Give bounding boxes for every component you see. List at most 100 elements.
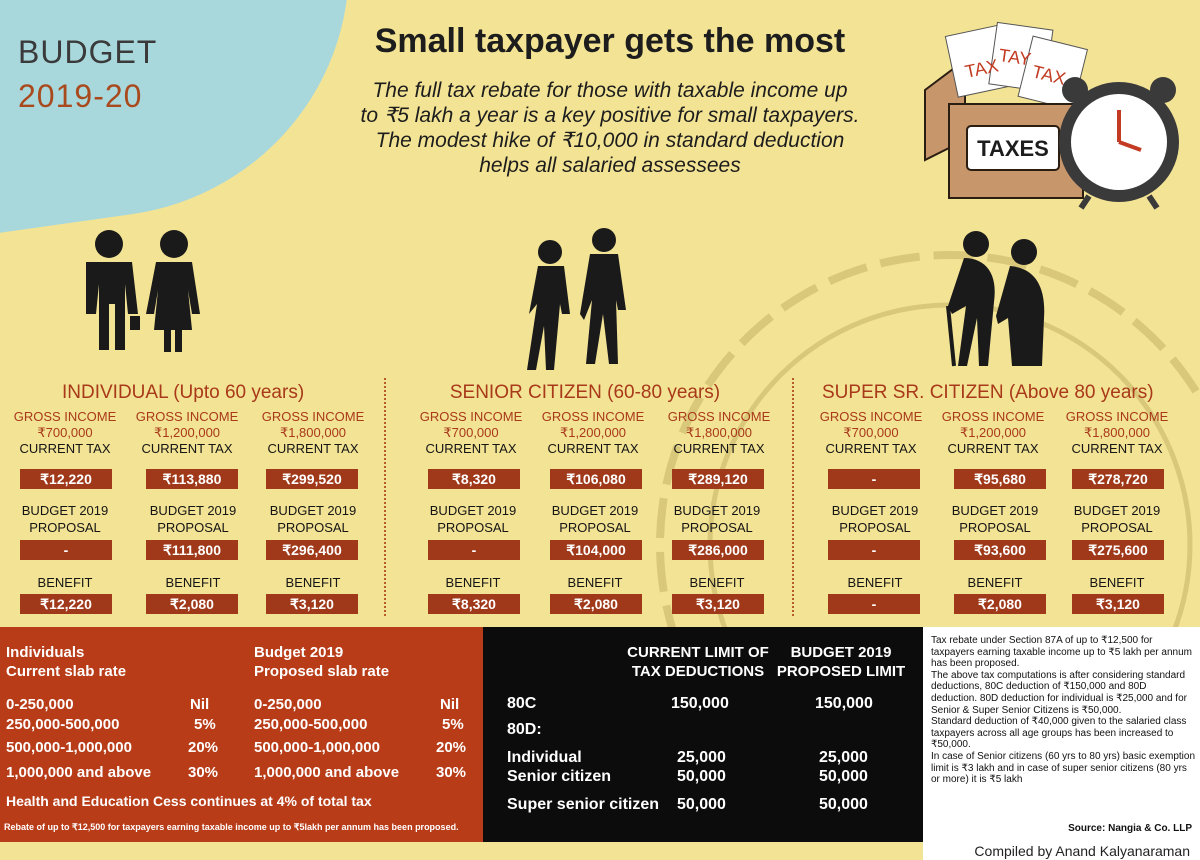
- proposal-label-line: BUDGET 2019: [149, 503, 237, 518]
- proposal-label-line: PROPOSAL: [681, 520, 753, 535]
- benefit-value: ₹3,120: [266, 594, 358, 614]
- current-slab-header: Individuals Current slab rate: [6, 643, 126, 681]
- slab-range: 500,000-1,000,000: [6, 739, 132, 756]
- proposal-label-line: PROPOSAL: [959, 520, 1031, 535]
- gross-income-value: ₹1,200,000: [153, 425, 221, 440]
- slab-header-line: Current slab rate: [6, 663, 127, 680]
- working-couple-icon: [86, 230, 200, 352]
- slab-range: 250,000-500,000: [254, 716, 368, 733]
- slab-range: 1,000,000 and above: [6, 764, 152, 781]
- subhead-line: to ₹5 lakh a year is a key positive for …: [360, 104, 860, 127]
- deduction-label: 80D:: [507, 721, 542, 738]
- compiled-by-credit: Compiled by Anand Kalyanaraman: [974, 843, 1190, 859]
- gross-income-value: ₹1,800,000: [279, 425, 347, 440]
- proposal-label: BUDGET 2019 PROPOSAL: [414, 502, 532, 536]
- gross-income-label: GROSS INCOME: [1065, 409, 1169, 424]
- current-tax-label: CURRENT TAX: [141, 441, 233, 456]
- current-tax-label: CURRENT TAX: [267, 441, 359, 456]
- income-column: GROSS INCOME ₹700,000 CURRENT TAX: [812, 409, 930, 457]
- gross-income-value: ₹700,000: [443, 425, 499, 440]
- budget-year: 2019-20: [18, 78, 143, 114]
- proposal-label-line: PROPOSAL: [437, 520, 509, 535]
- slab-rate-panel: Individuals Current slab rate Budget 201…: [0, 627, 483, 842]
- deduction-label: Super senior citizen: [507, 796, 660, 813]
- deductions-panel: CURRENT LIMIT OF TAX DEDUCTIONS BUDGET 2…: [483, 627, 923, 842]
- deduction-current: 50,000: [677, 796, 726, 813]
- slab-header-line: Budget 2019: [254, 644, 344, 661]
- source-credit: Source: Nangia & Co. LLP: [1068, 823, 1192, 834]
- benefit-label: BENEFIT: [285, 575, 341, 590]
- income-column: GROSS INCOME ₹1,200,000 CURRENT TAX: [128, 409, 246, 457]
- benefit-value: ₹2,080: [550, 594, 642, 614]
- proposal-value: -: [20, 540, 112, 560]
- proposal-label: BUDGET 2019 PROPOSAL: [6, 502, 124, 536]
- group-title-individual: INDIVIDUAL (Upto 60 years): [62, 382, 305, 403]
- income-column: GROSS INCOME ₹700,000 CURRENT TAX: [412, 409, 530, 457]
- proposal-label-line: PROPOSAL: [839, 520, 911, 535]
- cess-note: Health and Education Cess continues at 4…: [6, 793, 372, 809]
- slab-rate: Nil: [440, 696, 460, 713]
- note-paragraph: Tax rebate under Section 87A of up to ₹1…: [931, 635, 1192, 670]
- benefit-label: BENEFIT: [847, 575, 903, 590]
- current-tax-value: ₹95,680: [954, 469, 1046, 489]
- proposal-label-line: BUDGET 2019: [429, 503, 517, 518]
- subhead-line: helps all salaried assessees: [479, 154, 741, 177]
- benefit-value: ₹3,120: [1072, 594, 1164, 614]
- proposal-label-line: BUDGET 2019: [269, 503, 357, 518]
- proposal-label-line: BUDGET 2019: [21, 503, 109, 518]
- proposal-label: BUDGET 2019 PROPOSAL: [134, 502, 252, 536]
- benefit-label: BENEFIT: [967, 575, 1023, 590]
- current-tax-label: CURRENT TAX: [1071, 441, 1163, 456]
- slab-rate: 5%: [442, 716, 464, 733]
- gross-income-label: GROSS INCOME: [13, 409, 117, 424]
- income-column: GROSS INCOME ₹1,200,000 CURRENT TAX: [934, 409, 1052, 457]
- benefit-value: ₹2,080: [146, 594, 238, 614]
- slab-rate: 30%: [436, 764, 467, 781]
- walking-seniors-icon: [527, 228, 626, 370]
- deduction-current: 50,000: [677, 768, 726, 785]
- current-tax-label: CURRENT TAX: [425, 441, 517, 456]
- current-tax-label: CURRENT TAX: [825, 441, 917, 456]
- proposal-label: BUDGET 2019 PROPOSAL: [1058, 502, 1176, 536]
- benefit-value: -: [828, 594, 920, 614]
- proposal-label-line: PROPOSAL: [559, 520, 631, 535]
- deduction-label: Individual: [507, 749, 582, 766]
- deduction-header-line: PROPOSED LIMIT: [776, 663, 906, 680]
- elderly-couple-icon: [946, 231, 1045, 367]
- deduction-proposed: 50,000: [819, 768, 868, 785]
- benefit-label: BENEFIT: [567, 575, 623, 590]
- current-tax-label: CURRENT TAX: [547, 441, 639, 456]
- proposal-value: -: [428, 540, 520, 560]
- paper-label: TAY: [998, 45, 1033, 69]
- gross-income-label: GROSS INCOME: [541, 409, 645, 424]
- current-tax-value: ₹113,880: [146, 469, 238, 489]
- proposal-value: -: [828, 540, 920, 560]
- income-column: GROSS INCOME ₹1,800,000 CURRENT TAX: [660, 409, 778, 457]
- proposal-label: BUDGET 2019 PROPOSAL: [658, 502, 776, 536]
- proposal-label: BUDGET 2019 PROPOSAL: [536, 502, 654, 536]
- slab-header-line: Proposed slab rate: [254, 663, 390, 680]
- taxes-box-clock-illustration: TAX TAY TAX TAXES: [924, 21, 1179, 210]
- current-tax-value: ₹8,320: [428, 469, 520, 489]
- gross-income-value: ₹700,000: [37, 425, 93, 440]
- proposal-label-line: PROPOSAL: [29, 520, 101, 535]
- proposal-label-line: BUDGET 2019: [551, 503, 639, 518]
- deduction-proposed: 150,000: [815, 695, 873, 712]
- proposal-value: ₹104,000: [550, 540, 642, 560]
- proposal-label-line: PROPOSAL: [157, 520, 229, 535]
- group-title-senior: SENIOR CITIZEN (60-80 years): [449, 382, 721, 403]
- proposal-value: ₹286,000: [672, 540, 764, 560]
- benefit-value: ₹3,120: [672, 594, 764, 614]
- slab-rate: 20%: [188, 739, 219, 756]
- proposal-value: ₹93,600: [954, 540, 1046, 560]
- proposal-label: BUDGET 2019 PROPOSAL: [816, 502, 934, 536]
- deduction-current: 150,000: [671, 695, 729, 712]
- benefit-label: BENEFIT: [37, 575, 93, 590]
- proposal-value: ₹275,600: [1072, 540, 1164, 560]
- income-column: GROSS INCOME ₹1,800,000 CURRENT TAX: [1058, 409, 1176, 457]
- proposal-label: BUDGET 2019 PROPOSAL: [254, 502, 372, 536]
- slab-rate: 30%: [188, 764, 219, 781]
- proposal-value: ₹111,800: [146, 540, 238, 560]
- current-tax-label: CURRENT TAX: [19, 441, 111, 456]
